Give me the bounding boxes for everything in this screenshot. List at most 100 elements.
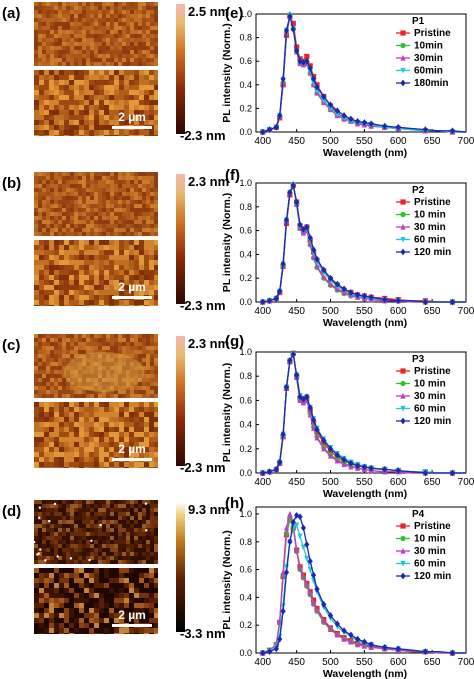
data-point [307,590,313,596]
legend-entry: 10 min [396,210,446,221]
y-tick-label: 0.6 [239,56,252,66]
x-tick-label: 400 [254,657,271,668]
legend-label: 30 min [414,391,446,402]
data-point [327,281,334,287]
afm-panels: (a) 2 µm 2.5 nm -2.3 nm (b) 2 µm 2.3 nm -2.3 nm… [2,2,229,641]
data-point [277,458,283,466]
scale-bar [112,126,152,129]
legend-entry: 60 min [396,404,446,415]
data-point [348,631,354,639]
data-point [307,404,313,412]
data-point [334,620,340,628]
data-point [283,216,290,224]
data-point [348,638,354,645]
data-point [400,42,406,49]
y-tick-label: 0.8 [239,33,252,43]
data-point [287,538,293,546]
panel-label: (b) [2,175,21,192]
data-point [449,469,456,477]
data-point [327,105,334,112]
data-point [280,260,286,268]
afm-panel: (d) 2 µm 9.3 nm -3.3 nm [2,500,229,641]
data-point [400,199,406,205]
x-tick-label: 550 [356,136,373,147]
data-point [395,645,401,653]
x-tick-label: 600 [390,657,407,668]
data-point [294,371,300,379]
y-axis-label: PL intensity (Norm.) [221,23,233,123]
legend-entry: 120 min [396,416,451,427]
data-point [297,565,303,571]
data-point [334,107,340,115]
data-point [314,255,320,263]
data-point [395,467,401,474]
color-bar-max-label: 2.3 nm [188,174,229,189]
panel-label: (f) [225,167,240,184]
x-tick-label: 500 [322,657,339,668]
legend-title: P1 [412,16,425,27]
series-group [260,12,467,136]
data-point [297,57,303,65]
data-point [400,223,406,230]
legend-entry: 10 min [396,534,446,545]
panel-label: (e) [225,5,243,22]
y-tick-label: 1.0 [239,347,252,357]
data-point [310,246,317,254]
x-tick-label: 500 [322,136,339,147]
color-bar [176,502,185,632]
data-point [382,644,388,651]
data-point [327,452,334,459]
data-point [266,297,273,305]
data-point [304,581,310,588]
legend-label: 180min [414,78,448,89]
legend-entry: 10min [396,41,443,52]
color-bar-max-label: 2.3 nm [188,336,229,351]
legend-label: Pristine [414,28,451,39]
y-tick-label: 0.6 [239,226,252,236]
data-point [314,426,320,433]
scale-bar [112,624,152,627]
data-point [361,638,367,646]
data-point [283,524,290,531]
data-point [300,58,307,66]
plot-frame [255,13,467,133]
legend-entry: Pristine [396,28,451,39]
data-point [304,223,310,231]
data-point [273,465,279,473]
data-point [327,445,334,453]
data-point [307,234,313,242]
data-point [310,75,317,83]
y-tick-label: 0.2 [239,444,252,454]
y-tick-label: 0.2 [239,273,252,283]
data-point [334,457,340,464]
data-point [422,298,428,306]
x-axis-label: Wavelength (nm) [323,488,407,500]
legend-label: 120 min [414,416,451,427]
legend-entry: 60 min [396,559,446,570]
x-axis-label: Wavelength (nm) [323,668,407,679]
x-tick-label: 450 [288,306,305,317]
data-point [400,67,406,74]
panel-label: (h) [225,495,244,512]
data-point [355,291,361,299]
x-tick-label: 650 [424,477,441,488]
x-tick-label: 400 [254,306,271,317]
data-point [327,626,334,632]
x-tick-label: 700 [458,136,474,147]
series-group [260,351,466,477]
panel-label: (d) [2,503,21,520]
panel-label: (a) [2,5,20,22]
legend-title: P3 [412,354,425,365]
pl-chart: (e) 400 450 500 550 600 650 700 0.0 0.2 0.4 0.6 0.8 1… [221,5,474,159]
data-point [341,456,347,464]
legend-label: 60min [414,66,443,77]
data-point [294,47,300,54]
y-tick-label: 0.2 [239,103,252,113]
data-point [310,253,317,260]
data-point [422,648,428,656]
data-point [400,535,406,542]
data-point [348,459,354,467]
legend-entry: 120 min [396,571,451,582]
y-axis-label: PL intensity (Norm.) [221,530,233,630]
data-point [400,392,406,399]
